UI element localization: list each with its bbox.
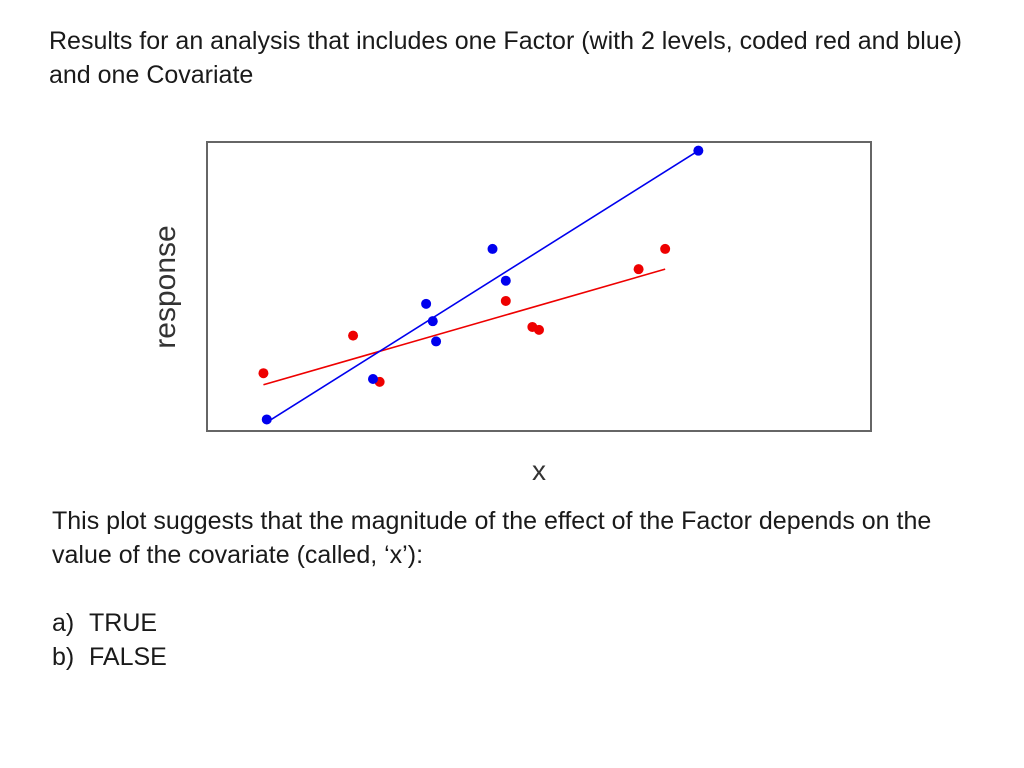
scatter-plot: x response: [149, 141, 872, 486]
plot-marks: [258, 145, 704, 425]
blue-data-point: [421, 298, 432, 309]
blue-data-point: [487, 243, 498, 254]
red-data-point: [500, 295, 511, 306]
blue-data-point: [261, 414, 272, 425]
blue-data-point: [500, 275, 511, 286]
red-data-point: [348, 330, 359, 341]
option-b-text: FALSE: [89, 643, 167, 671]
red-data-point: [660, 243, 671, 254]
x-axis-label: x: [532, 455, 546, 486]
blue-fit-line: [266, 149, 699, 424]
blue-data-point: [368, 373, 378, 384]
plot-frame: [206, 141, 872, 432]
slide-intro: Results for an analysis that includes on…: [49, 27, 962, 89]
y-axis-label: response: [149, 225, 182, 348]
red-data-point: [534, 324, 544, 335]
question-text: This plot suggests that the magnitude of…: [52, 507, 932, 569]
red-data-point: [633, 264, 644, 275]
red-fit-line: [263, 268, 666, 386]
answer-options: a) TRUE b) FALSE: [52, 606, 167, 674]
blue-data-point: [693, 145, 704, 156]
option-b[interactable]: b) FALSE: [52, 640, 167, 674]
option-b-letter: b): [52, 643, 75, 671]
option-a[interactable]: a) TRUE: [52, 606, 167, 640]
red-data-point: [258, 368, 269, 379]
option-a-text: TRUE: [89, 609, 158, 637]
blue-data-point: [427, 316, 438, 327]
option-a-letter: a): [52, 609, 75, 637]
blue-data-point: [431, 336, 442, 347]
